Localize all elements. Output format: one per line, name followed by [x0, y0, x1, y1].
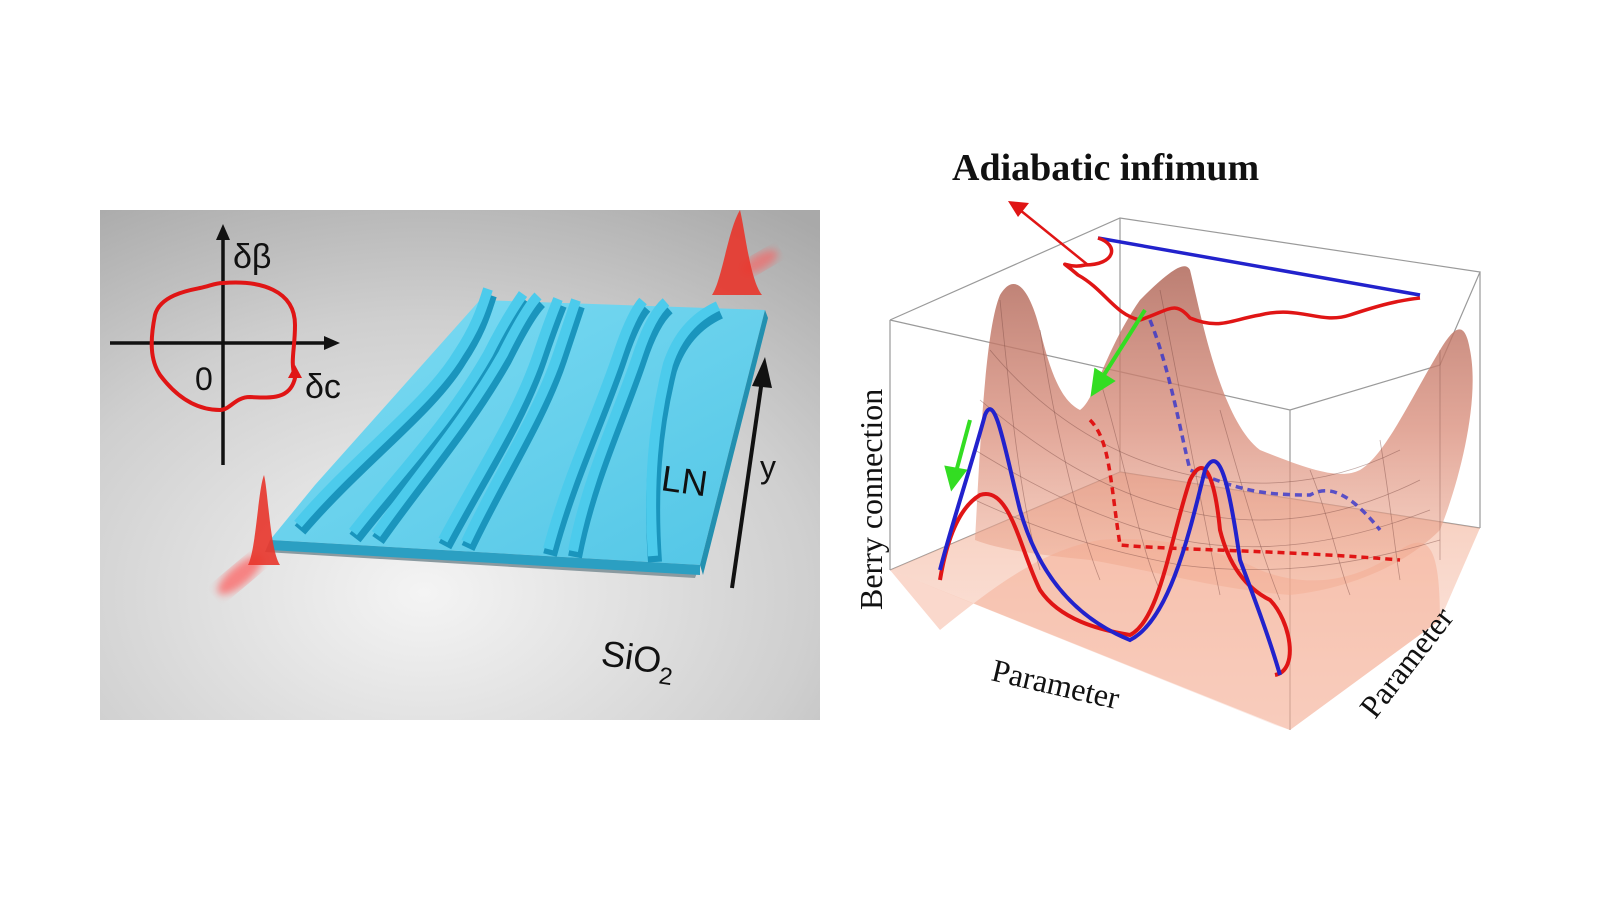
delta-c-label: δc — [305, 368, 341, 406]
waveguide-schematic-svg: δβ δc 0 LN y SiO2 — [100, 210, 820, 720]
propagation-direction-arrow — [730, 357, 772, 589]
front-trajectories — [938, 407, 1292, 677]
delta-beta-label: δβ — [233, 238, 271, 276]
waveguide-schematic: δβ δc 0 LN y SiO2 — [100, 210, 820, 720]
berry-surface — [890, 266, 1473, 730]
waveguide-array — [294, 287, 724, 563]
title-pointer-arrow — [1008, 201, 1089, 266]
x-axis-label: Parameter — [988, 652, 1123, 716]
ln-label: LN — [659, 457, 710, 504]
berry-connection-plot-svg: Adiabatic infimum — [853, 147, 1481, 730]
dashed-trajectories — [1088, 319, 1401, 562]
blue-trajectory — [938, 407, 1282, 676]
berry-connection-plot: Adiabatic infimum — [840, 147, 1540, 770]
parameter-loop-path — [149, 280, 298, 413]
y-direction-label: y — [760, 449, 776, 485]
red-trajectory — [938, 466, 1292, 677]
input-pulse — [217, 475, 280, 595]
origin-label: 0 — [195, 361, 213, 397]
adiabatic-infimum-path — [1063, 236, 1421, 326]
substrate-label: SiO2 — [598, 632, 677, 691]
green-direction-arrows — [944, 308, 1147, 492]
z-axis-label: Berry connection — [853, 389, 889, 610]
surface-mesh — [974, 289, 1441, 601]
output-pulse — [712, 210, 778, 295]
plot-title: Adiabatic infimum — [952, 150, 1259, 189]
parameter-axes-inset — [110, 224, 340, 465]
